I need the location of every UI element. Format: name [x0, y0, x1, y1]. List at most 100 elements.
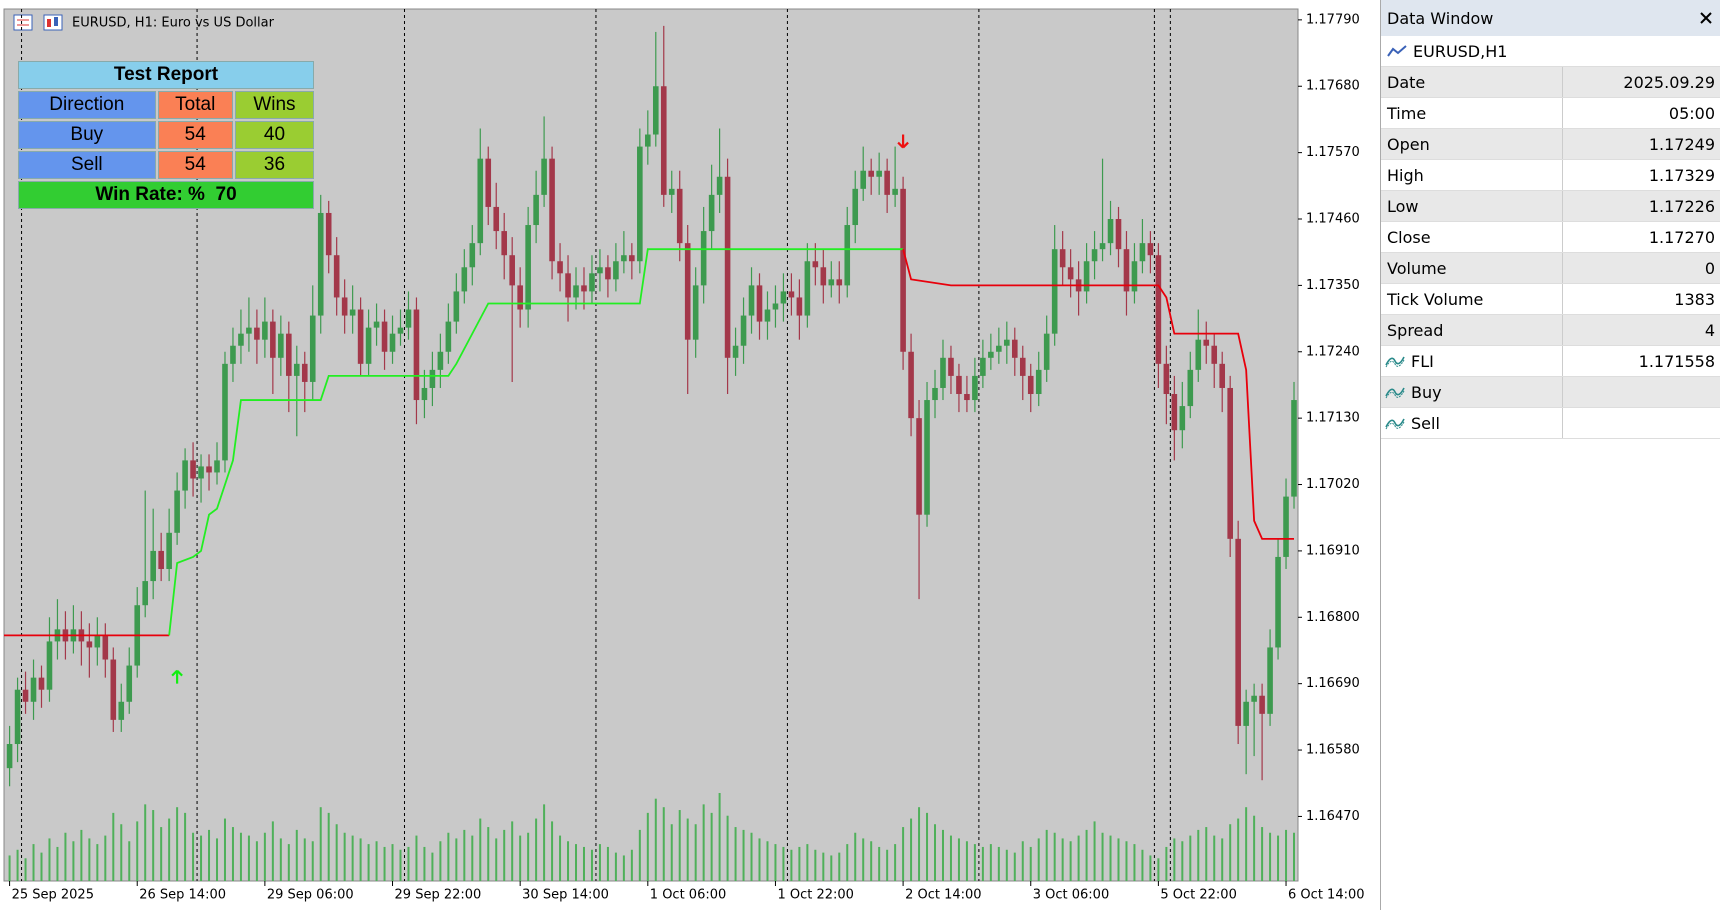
candle-body [254, 327, 260, 340]
candle-body [1083, 261, 1090, 292]
candle-body [1243, 701, 1249, 726]
candle-body [533, 194, 539, 226]
volume-bar [918, 807, 921, 881]
candle-body [262, 321, 268, 340]
volume-bar [1037, 838, 1040, 881]
y-tick-label: 1.17020 [1306, 477, 1360, 492]
report-cell: 36 [234, 151, 314, 179]
candle-body [1051, 249, 1058, 334]
candle-body [14, 689, 21, 745]
win-rate-label: Win Rate: % [95, 184, 205, 205]
candle-body [796, 297, 803, 316]
fli-line [168, 248, 904, 636]
candle-body [629, 255, 635, 262]
candle-body [1155, 255, 1162, 364]
candle-body [573, 285, 579, 298]
y-tick-label: 1.16690 [1306, 676, 1360, 691]
close-button[interactable] [1699, 11, 1713, 25]
volume-bar [303, 838, 306, 881]
volume-bar [487, 827, 490, 881]
volume-bar [208, 829, 211, 881]
data-label: FLI [1411, 351, 1434, 371]
data-row: Open 1.17249 [1381, 129, 1720, 160]
volume-bar [32, 844, 35, 881]
candle-body [182, 460, 188, 491]
candle-body [349, 309, 356, 316]
volume-bar [263, 832, 266, 881]
candle-body [668, 188, 675, 195]
volume-bar [527, 832, 530, 881]
candle-body [1211, 345, 1218, 364]
volume-bar [1085, 829, 1088, 881]
volume-bar [846, 844, 849, 881]
data-value: 0 [1704, 258, 1715, 278]
volume-bar [152, 810, 155, 881]
candle-body [445, 321, 452, 352]
volume-bar [24, 858, 27, 881]
candle-body [565, 273, 571, 298]
volume-bar [734, 827, 737, 881]
data-value: 05:00 [1668, 103, 1715, 123]
candle-body [198, 466, 204, 479]
candle-body [214, 460, 220, 473]
volume-bar [319, 807, 322, 881]
volume-bar [239, 832, 242, 881]
y-tick-label: 1.17790 [1306, 12, 1360, 27]
candle-body [860, 170, 867, 189]
x-tick-label: 26 Sep 14:00 [139, 888, 226, 903]
data-value-cell: 1.17329 [1563, 160, 1720, 190]
volume-bar [311, 841, 314, 881]
candle-body [102, 635, 109, 660]
candle-body [645, 134, 651, 147]
candle-body [748, 285, 755, 316]
candle-body [1203, 339, 1210, 346]
volume-bar [271, 821, 274, 881]
candle-body [932, 387, 938, 401]
candle-body [174, 490, 180, 533]
candle-body [190, 460, 196, 479]
data-row: High 1.17329 [1381, 160, 1720, 191]
data-label-cell: High [1381, 160, 1563, 190]
candle-body [605, 267, 611, 280]
candle-body [477, 158, 484, 244]
data-label: Spread [1387, 320, 1444, 340]
symbol-row: EURUSD,H1 [1381, 36, 1720, 67]
volume-bar [622, 855, 625, 881]
volume-bar [702, 804, 705, 881]
volume-bar [862, 838, 865, 881]
report-title: Test Report [18, 61, 314, 89]
candle-body [996, 345, 1002, 352]
candle-body [956, 375, 962, 395]
volume-bar [1117, 838, 1120, 881]
volume-bar [1197, 829, 1200, 881]
y-tick-label: 1.17570 [1306, 145, 1360, 160]
candle-body [828, 279, 835, 286]
volume-bar [678, 810, 681, 881]
volume-bar [670, 824, 673, 881]
volume-bar [136, 821, 139, 881]
volume-bar [1093, 821, 1096, 881]
volume-bar [1205, 827, 1208, 881]
volume-bar [88, 838, 91, 881]
volume-bar [742, 829, 745, 881]
data-label-cell: FLI [1381, 346, 1563, 376]
volume-bar [471, 835, 474, 881]
volume-bar [575, 844, 578, 881]
volume-bar [694, 824, 697, 881]
data-value-cell: 1383 [1563, 284, 1720, 314]
volume-bar [439, 841, 442, 881]
candle-body [86, 641, 93, 648]
volume-bar [64, 832, 67, 881]
candle-body [1043, 333, 1050, 370]
candle-body [972, 375, 978, 401]
candle-body [1171, 394, 1178, 431]
data-label-cell: Time [1381, 98, 1563, 128]
candle-body [1091, 249, 1098, 262]
data-value-cell: 1.17249 [1563, 129, 1720, 159]
candle-body [908, 351, 914, 419]
candle-body [317, 212, 324, 316]
report-cell: 40 [234, 121, 314, 149]
volume-bar [1157, 858, 1160, 881]
fli-line [902, 248, 1295, 540]
volume-bar [519, 835, 522, 881]
